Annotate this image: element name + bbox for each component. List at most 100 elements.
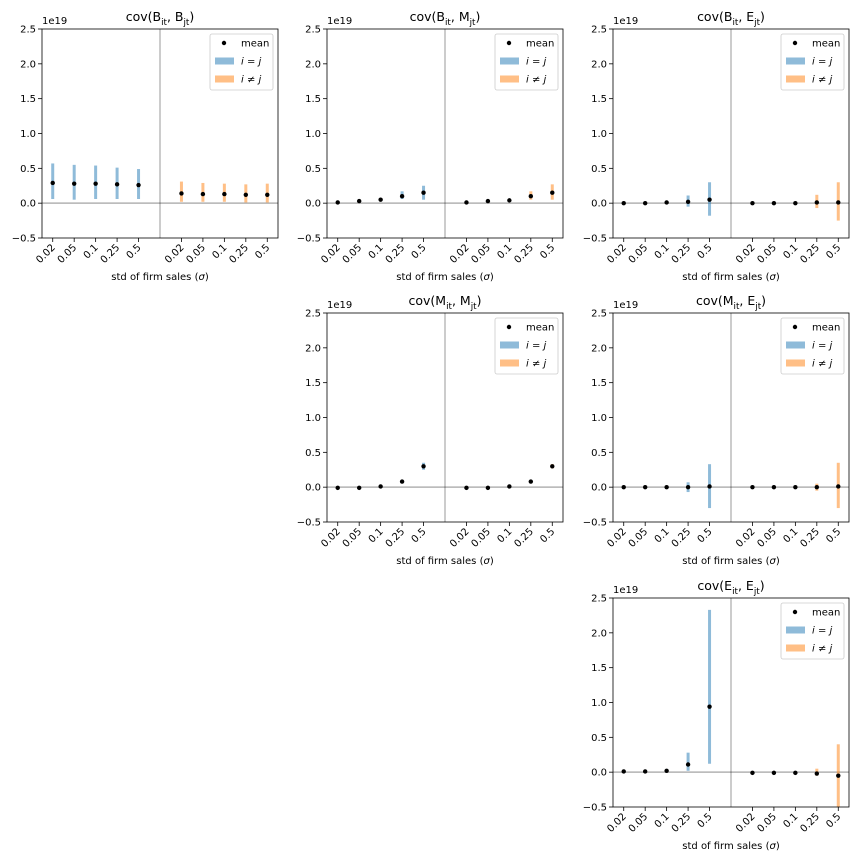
x-axis-label: std of firm sales (σ) (396, 272, 494, 283)
y-tick-label: −0.5 (12, 234, 36, 245)
chart-title-part: it (734, 302, 740, 312)
legend-marker (792, 609, 798, 615)
mean-point (421, 190, 426, 195)
mean-point (528, 479, 534, 484)
legend-label-part: = (244, 57, 259, 68)
y-tick-label: 1.5 (591, 378, 607, 389)
chart-title-part: jt (753, 587, 760, 597)
mean-point (664, 768, 669, 773)
mean-point (750, 770, 755, 776)
mean-point (836, 200, 841, 205)
mean-point (356, 485, 362, 491)
x-tick-label: 0.25 (670, 811, 694, 835)
legend-label-part: i (526, 75, 529, 86)
y-tick-label: 2.0 (305, 343, 321, 354)
x-tick-label: 0.05 (185, 242, 209, 266)
legend-label: i ≠ j (812, 644, 833, 655)
subplot: cov(Mit, Mjt) 1e19 −0.5 0.0 0.5 1.0 1.5 2.0 2.5 0… (297, 293, 564, 567)
x-axis-label-part: std of firm sales ( (682, 556, 769, 567)
mean-point (642, 484, 648, 490)
axes-frame (612, 312, 850, 523)
y-tick-label: 0.0 (305, 199, 321, 210)
legend-patch (786, 359, 805, 367)
mean-point (421, 464, 426, 469)
y-tick-label: 0.0 (305, 483, 321, 494)
mean-point (464, 200, 469, 205)
x-axis-label: std of firm sales (σ) (682, 556, 780, 567)
x-tick-label: 0.05 (56, 242, 80, 266)
legend-label-part: j (542, 75, 547, 86)
x-tick-label: 0.05 (627, 526, 651, 550)
y-tick-label: 2.0 (591, 343, 607, 354)
x-tick-label: 0.5 (696, 242, 715, 261)
y-tick-label: 2.0 (20, 59, 36, 70)
legend-label-part: = (529, 57, 544, 68)
y-tick-label: 1.5 (305, 94, 321, 105)
legend-marker (792, 40, 798, 46)
y-tick-label: 1.5 (20, 94, 36, 105)
axes-frame (326, 28, 564, 239)
mean-point (771, 200, 777, 206)
legend-label-part: i (526, 359, 529, 370)
legend-label-part: i (526, 57, 529, 68)
y-tick-label: 2.0 (305, 59, 321, 70)
mean-point (685, 762, 691, 767)
y-tick-label: 0.0 (591, 768, 607, 779)
legend-patch (215, 57, 234, 65)
legend-label-part: i (241, 75, 244, 86)
x-tick-label: 0.02 (734, 811, 758, 835)
y-tick-label: 1.5 (591, 663, 607, 674)
y-tick-label: 2.0 (591, 59, 607, 70)
mean-point (793, 484, 798, 490)
mean-point (621, 200, 626, 206)
y-tick-label: −0.5 (583, 234, 607, 245)
legend-label-part: ≠ (244, 75, 259, 86)
legend-label-part: j (542, 341, 547, 352)
chart-title-part: jt (469, 18, 476, 28)
mean-point (707, 484, 712, 489)
legend-label-part: i (812, 359, 815, 370)
x-tick-label: 0.5 (538, 242, 557, 261)
x-axis-label-part: σ (769, 841, 776, 852)
x-tick-label: 0.25 (384, 526, 408, 550)
x-tick-label: 0.02 (448, 242, 472, 266)
mean-point (50, 180, 55, 186)
offset-label: 1e19 (613, 585, 638, 596)
mean-point (356, 198, 362, 204)
x-tick-label: 0.5 (696, 811, 715, 830)
x-tick-label: 0.02 (319, 526, 343, 550)
offset-label: 1e19 (327, 16, 352, 27)
y-tick-label: 1.0 (591, 129, 607, 140)
y-tick-label: 0.5 (305, 448, 321, 459)
subplot: cov(Bit, Bjt) 1e19 −0.5 0.0 0.5 1.0 1.5 2.0 2.5 0… (12, 9, 279, 283)
chart-title-part: cov(B (697, 9, 732, 24)
x-axis-label-part: ) (490, 272, 494, 283)
legend-label-part: i (812, 644, 815, 655)
legend-patch (786, 644, 805, 652)
legend-label-part: ≠ (815, 644, 830, 655)
x-tick-label: 0.02 (605, 811, 629, 835)
x-axis-label-part: σ (483, 272, 490, 283)
mean-point (685, 199, 691, 204)
x-axis-label-part: ) (776, 272, 780, 283)
chart-title-part: it (161, 18, 167, 28)
mean-point (621, 769, 626, 774)
chart-title-part: ) (189, 9, 194, 24)
legend-label-part: = (815, 341, 830, 352)
chart-title-part: , E (738, 578, 754, 593)
mean-point (528, 194, 534, 199)
y-tick-label: −0.5 (583, 803, 607, 814)
chart-title: cov(Mit, Mjt) (409, 293, 482, 312)
mean-point (793, 200, 798, 206)
x-tick-label: 0.02 (605, 242, 629, 266)
subplot: cov(Bit, Ejt) 1e19 −0.5 0.0 0.5 1.0 1.5 2.0 2.5 0… (583, 9, 850, 283)
legend-label-part: i (526, 341, 529, 352)
legend-patch (786, 626, 805, 634)
x-axis-label-part: std of firm sales ( (396, 272, 483, 283)
x-axis-label: std of firm sales (σ) (682, 272, 780, 283)
legend-label: mean (812, 39, 840, 50)
x-tick-label: 0.5 (824, 526, 843, 545)
y-tick-label: 2.5 (305, 25, 321, 36)
x-axis-label-part: std of firm sales ( (682, 841, 769, 852)
mean-point (485, 198, 491, 204)
